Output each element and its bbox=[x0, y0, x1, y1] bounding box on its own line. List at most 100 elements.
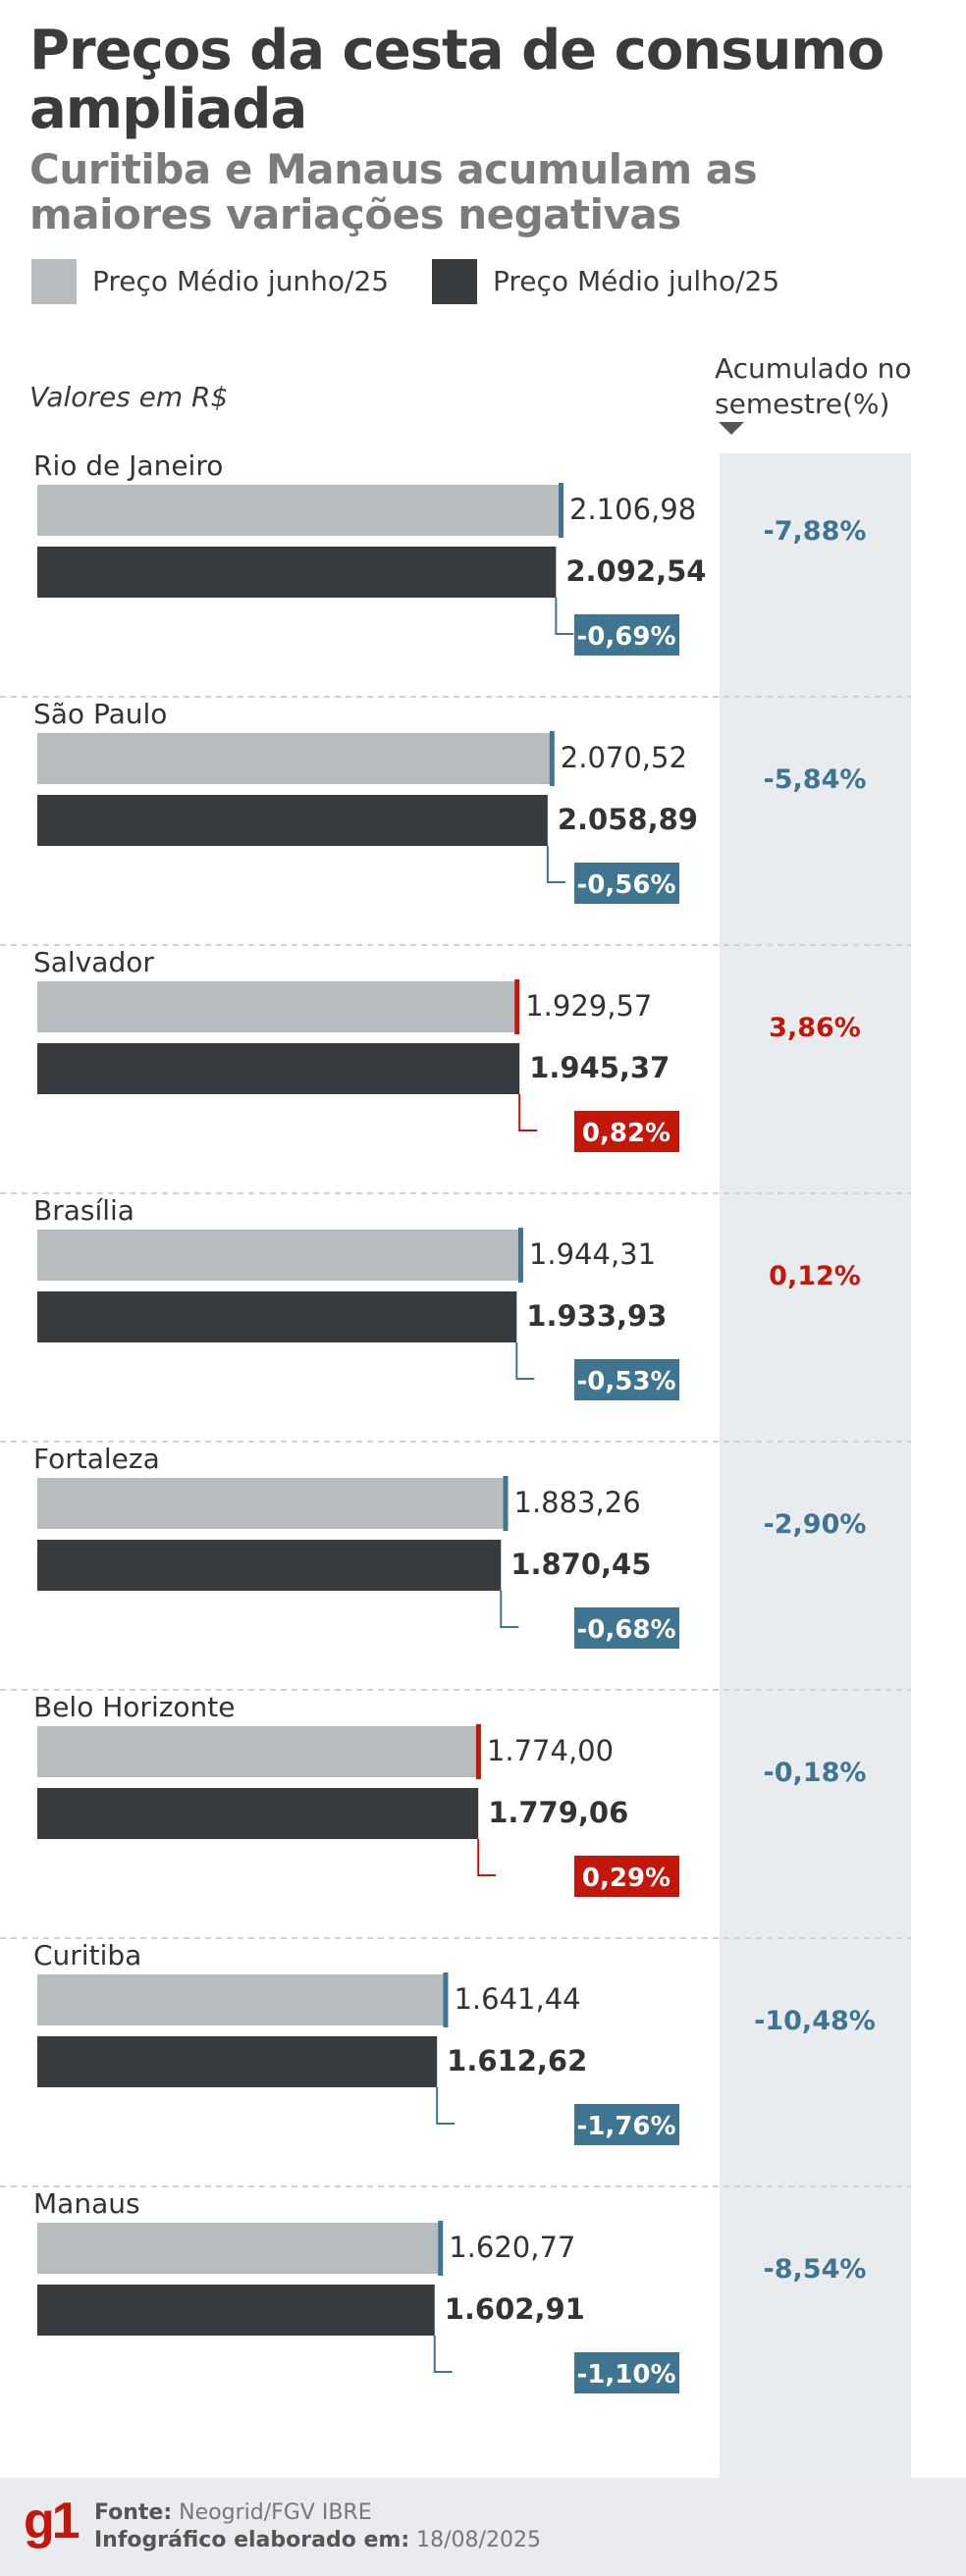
bar-june bbox=[37, 2223, 440, 2274]
bar-july bbox=[37, 2285, 435, 2336]
made-label: Infográfico elaborado em: bbox=[94, 2528, 410, 2552]
source-block: Fonte: Neogrid/FGV IBRE Infográfico elab… bbox=[94, 2499, 541, 2554]
bar-june bbox=[37, 981, 516, 1032]
value-label-july: 1.870,45 bbox=[510, 1548, 651, 1581]
change-connector bbox=[436, 2087, 456, 2125]
monthly-change-label: -0,56% bbox=[577, 870, 676, 900]
value-label-july: 1.612,62 bbox=[447, 2044, 587, 2077]
value-label-july: 1.933,93 bbox=[526, 1299, 667, 1333]
monthly-change-badge bbox=[574, 2352, 679, 2393]
monthly-change-badge bbox=[574, 863, 679, 904]
value-label-june: 2.070,52 bbox=[561, 741, 687, 774]
value-label-july: 1.602,91 bbox=[445, 2292, 585, 2326]
chart-title: Preços da cesta de consumo ampliada bbox=[29, 19, 885, 141]
monthly-change-label: 0,29% bbox=[582, 1864, 671, 1893]
bar-june bbox=[37, 1726, 477, 1777]
value-label-june: 1.929,57 bbox=[525, 989, 652, 1023]
value-label-june: 1.774,00 bbox=[487, 1734, 614, 1767]
monthly-change-label: -0,69% bbox=[577, 622, 676, 652]
value-label-july: 1.779,06 bbox=[488, 1796, 628, 1829]
value-label-july: 2.058,89 bbox=[558, 803, 698, 836]
june-end-marker bbox=[517, 1228, 523, 1283]
june-end-marker bbox=[514, 979, 520, 1034]
accumulated-value: -10,48% bbox=[754, 2006, 876, 2036]
value-label-july: 2.092,54 bbox=[565, 554, 706, 588]
accumulated-value: 3,86% bbox=[769, 1013, 861, 1043]
change-connector bbox=[546, 846, 565, 883]
change-connector bbox=[515, 1342, 535, 1380]
city-label: Rio de Janeiro bbox=[33, 449, 223, 482]
june-end-marker bbox=[475, 1724, 481, 1779]
accumulated-value: -5,84% bbox=[764, 764, 867, 795]
city-label: Curitiba bbox=[33, 1939, 141, 1971]
monthly-change-label: -1,76% bbox=[577, 2112, 676, 2141]
source-line: Fonte: Neogrid/FGV IBRE bbox=[94, 2499, 541, 2527]
monthly-change-label: -0,53% bbox=[577, 1367, 676, 1396]
accumulated-header: Acumulado no semestre(%) bbox=[715, 352, 912, 420]
legend-label-july: Preço Médio julho/25 bbox=[493, 265, 780, 297]
accumulated-value: -2,90% bbox=[764, 1509, 867, 1540]
monthly-change-badge bbox=[574, 1359, 679, 1400]
legend-swatch-july bbox=[432, 259, 477, 304]
g1-logo: g1 bbox=[24, 2493, 80, 2550]
bar-july bbox=[37, 1291, 517, 1342]
bar-june bbox=[37, 485, 560, 536]
bar-july bbox=[37, 1540, 502, 1591]
bar-july bbox=[37, 1043, 520, 1094]
value-label-june: 1.944,31 bbox=[529, 1237, 656, 1271]
accumulated-column-background bbox=[720, 453, 911, 2478]
accumulated-value: -8,54% bbox=[764, 2254, 867, 2285]
down-arrow-icon bbox=[719, 422, 744, 435]
source-text: Neogrid/FGV IBRE bbox=[179, 2500, 372, 2525]
legend-label-june: Preço Médio junho/25 bbox=[92, 265, 390, 297]
monthly-change-label: 0,82% bbox=[582, 1119, 671, 1148]
legend-swatch-june bbox=[31, 259, 77, 304]
source-label: Fonte: bbox=[94, 2500, 173, 2525]
city-label: Fortaleza bbox=[33, 1443, 160, 1475]
june-end-marker bbox=[438, 2221, 444, 2276]
monthly-change-badge bbox=[574, 614, 679, 656]
monthly-change-label: -1,10% bbox=[577, 2360, 676, 2390]
city-label: Salvador bbox=[33, 946, 154, 978]
monthly-change-badge bbox=[574, 1607, 679, 1649]
change-connector bbox=[555, 598, 574, 635]
june-end-marker bbox=[559, 483, 564, 538]
change-connector bbox=[433, 2336, 453, 2373]
monthly-change-badge bbox=[574, 1856, 679, 1897]
accumulated-value: -0,18% bbox=[764, 1758, 867, 1788]
city-label: Belo Horizonte bbox=[33, 1691, 236, 1723]
bar-july bbox=[37, 547, 557, 598]
city-label: Manaus bbox=[33, 2187, 140, 2220]
made-date: 18/08/2025 bbox=[416, 2528, 541, 2552]
footer: g1 Fonte: Neogrid/FGV IBRE Infográfico e… bbox=[0, 2478, 966, 2576]
value-label-july: 1.945,37 bbox=[529, 1051, 670, 1084]
bar-july bbox=[37, 2036, 438, 2087]
june-end-marker bbox=[549, 731, 555, 786]
june-end-marker bbox=[443, 1972, 449, 2027]
june-end-marker bbox=[503, 1476, 509, 1531]
bar-june bbox=[37, 1230, 519, 1281]
made-line: Infográfico elaborado em: 18/08/2025 bbox=[94, 2527, 541, 2554]
monthly-change-badge bbox=[574, 2104, 679, 2145]
city-label: São Paulo bbox=[33, 698, 167, 730]
value-label-june: 1.620,77 bbox=[449, 2231, 575, 2264]
bar-june bbox=[37, 733, 551, 784]
city-label: Brasília bbox=[33, 1194, 134, 1227]
monthly-change-badge bbox=[574, 1111, 679, 1152]
change-connector bbox=[477, 1839, 497, 1876]
chart-subtitle: Curitiba e Manaus acumulam as maiores va… bbox=[29, 145, 758, 238]
bar-june bbox=[37, 1974, 445, 2025]
change-connector bbox=[518, 1094, 538, 1131]
value-label-june: 2.106,98 bbox=[569, 493, 696, 526]
bar-july bbox=[37, 795, 548, 846]
unit-label: Valores em R$ bbox=[29, 381, 229, 413]
accumulated-value: 0,12% bbox=[769, 1261, 861, 1291]
value-label-june: 1.883,26 bbox=[514, 1486, 641, 1519]
monthly-change-label: -0,68% bbox=[577, 1615, 676, 1645]
bar-july bbox=[37, 1788, 479, 1839]
change-connector bbox=[500, 1591, 519, 1628]
value-label-june: 1.641,44 bbox=[454, 1982, 580, 2016]
bar-june bbox=[37, 1478, 505, 1529]
accumulated-value: -7,88% bbox=[764, 516, 867, 547]
